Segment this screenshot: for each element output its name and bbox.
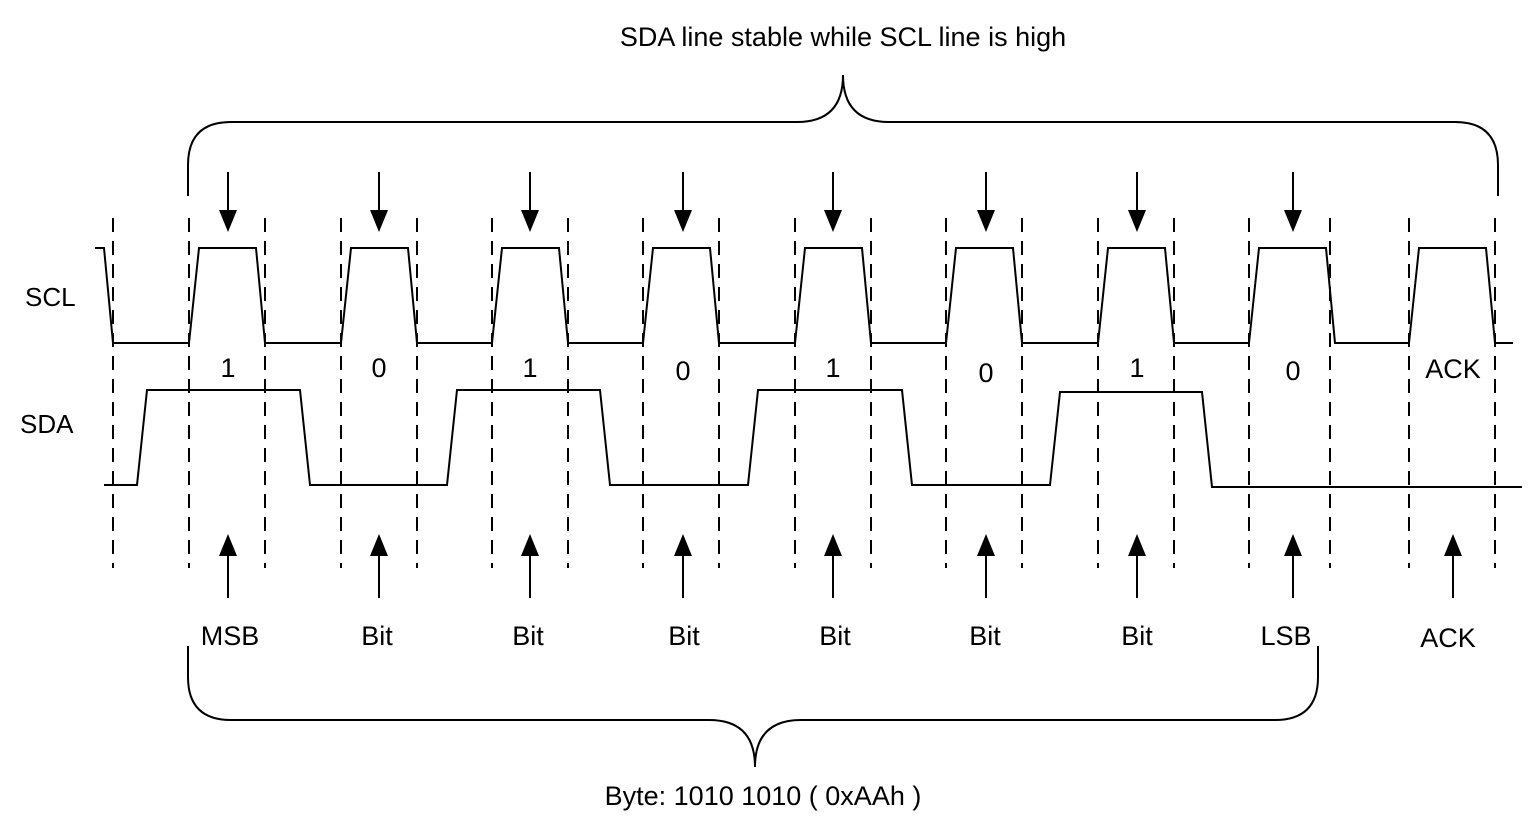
down-arrow-icon	[977, 172, 995, 232]
bit-name-label: Bit	[969, 621, 1001, 651]
bit-name-label: Bit	[668, 621, 700, 651]
up-arrow-icon	[674, 534, 692, 598]
bit-name-label: Bit	[512, 621, 544, 651]
down-arrow-icon	[674, 172, 692, 232]
sample-arrows-top	[219, 172, 1302, 232]
down-arrow-icon	[219, 172, 237, 232]
bit-value-label: 1	[522, 353, 537, 383]
bit-name-labels: MSB Bit Bit Bit Bit Bit Bit LSB ACK	[201, 621, 1476, 653]
down-arrow-icon	[521, 172, 539, 232]
bottom-caption: Byte: 1010 1010 ( 0xAAh )	[605, 781, 922, 811]
bit-value-label: 0	[675, 356, 690, 386]
bit-name-label: ACK	[1420, 623, 1476, 653]
up-arrow-icon	[1128, 534, 1146, 598]
up-arrow-icon	[219, 534, 237, 598]
top-brace	[187, 74, 1499, 196]
up-arrow-icon	[370, 534, 388, 598]
bit-name-label: Bit	[361, 621, 393, 651]
down-arrow-icon	[1128, 172, 1146, 232]
down-arrow-icon	[370, 172, 388, 232]
bit-name-label: Bit	[819, 621, 851, 651]
bit-value-label: 1	[220, 353, 235, 383]
bit-name-label: MSB	[201, 621, 260, 651]
sample-arrows-bottom	[219, 534, 1462, 598]
bit-value-label: ACK	[1425, 354, 1481, 384]
up-arrow-icon	[1284, 534, 1302, 598]
down-arrow-icon	[1284, 172, 1302, 232]
up-arrow-icon	[521, 534, 539, 598]
bit-value-label: 1	[825, 353, 840, 383]
bit-value-label: 1	[1129, 353, 1144, 383]
bit-value-label: 0	[371, 353, 386, 383]
timing-guides	[112, 218, 1496, 568]
sda-label: SDA	[20, 409, 74, 439]
up-arrow-icon	[977, 534, 995, 598]
bit-name-label: LSB	[1260, 621, 1311, 651]
scl-label: SCL	[25, 282, 76, 312]
top-caption: SDA line stable while SCL line is high	[620, 22, 1066, 52]
bottom-brace	[187, 646, 1319, 768]
bit-name-label: Bit	[1121, 621, 1153, 651]
scl-waveform	[95, 247, 1513, 344]
sda-waveform	[104, 389, 1522, 488]
bit-value-label: 0	[978, 358, 993, 388]
bit-value-labels: 1 0 1 0 1 0 1 0 ACK	[220, 353, 1480, 388]
up-arrow-icon	[824, 534, 842, 598]
up-arrow-icon	[1444, 534, 1462, 598]
down-arrow-icon	[824, 172, 842, 232]
bit-value-label: 0	[1285, 356, 1300, 386]
